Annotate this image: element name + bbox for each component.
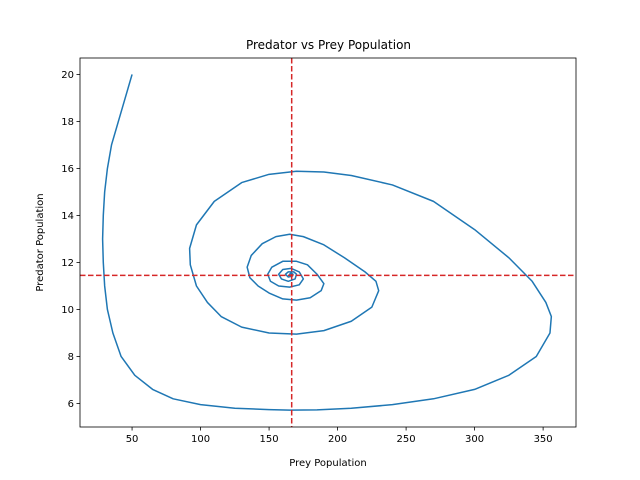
y-tick-label: 20: [61, 70, 74, 81]
x-tick-label: 250: [397, 434, 416, 445]
y-axis-label: Predator Population: [35, 193, 46, 291]
y-tick-label: 10: [61, 305, 74, 316]
y-tick-label: 18: [61, 117, 74, 128]
series-layer: [101, 74, 553, 411]
x-tick-label: 200: [328, 434, 347, 445]
x-tick-label: 100: [191, 434, 210, 445]
y-axis: 6 8 10 12 14 16 18 20: [61, 70, 80, 410]
y-tick-label: 6: [68, 399, 74, 410]
plot-background: [80, 58, 576, 427]
y-tick-label: 14: [61, 211, 74, 222]
x-tick-label: 50: [126, 434, 139, 445]
y-tick-label: 16: [61, 164, 74, 175]
y-tick-label: 8: [68, 352, 74, 363]
x-axis-label: Prey Population: [289, 458, 367, 469]
x-tick-label: 350: [534, 434, 553, 445]
reference-lines: [80, 58, 576, 427]
series-line-0: [101, 74, 553, 411]
chart-title: Predator vs Prey Population: [246, 38, 411, 52]
plot-area: [79, 57, 577, 428]
x-axis: 50 100 150 200 250 300 350: [126, 427, 553, 445]
x-tick-label: 300: [465, 434, 484, 445]
x-tick-label: 150: [260, 434, 279, 445]
y-tick-label: 12: [61, 258, 74, 269]
plot-frame: [79, 57, 577, 428]
